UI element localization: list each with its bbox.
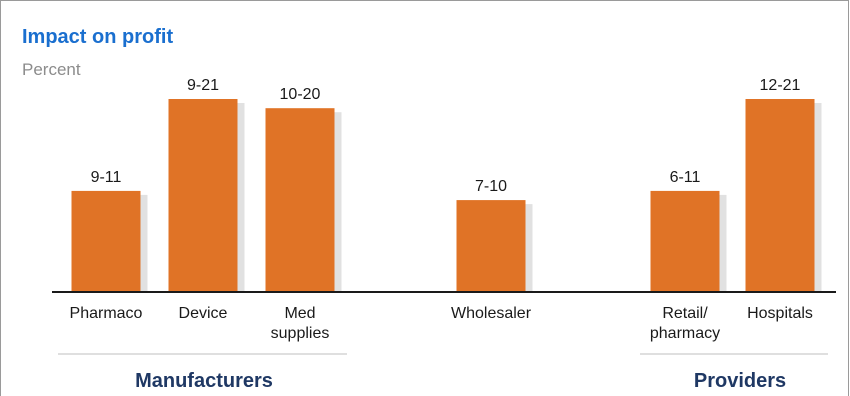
bar [746, 99, 815, 292]
data-label: 9-21 [187, 77, 219, 94]
bar [169, 99, 238, 292]
group-label: Manufacturers [135, 370, 273, 392]
category-label: Pharmaco [70, 305, 143, 322]
category-label: Med supplies [271, 305, 330, 342]
bar [72, 191, 141, 292]
data-label: 7-10 [475, 178, 507, 195]
bar [266, 108, 335, 292]
data-label: 12-21 [760, 77, 801, 94]
category-label: Retail/pharmacy [650, 305, 720, 342]
category-label: Hospitals [747, 305, 813, 322]
category-label: Device [179, 305, 228, 322]
category-label: Wholesaler [451, 305, 532, 322]
data-label: 6-11 [670, 169, 701, 186]
data-label: 9-11 [91, 169, 122, 186]
group-label: Providers [694, 370, 786, 392]
bar [651, 191, 720, 292]
bar [457, 200, 526, 292]
data-label: 10-20 [280, 86, 321, 103]
